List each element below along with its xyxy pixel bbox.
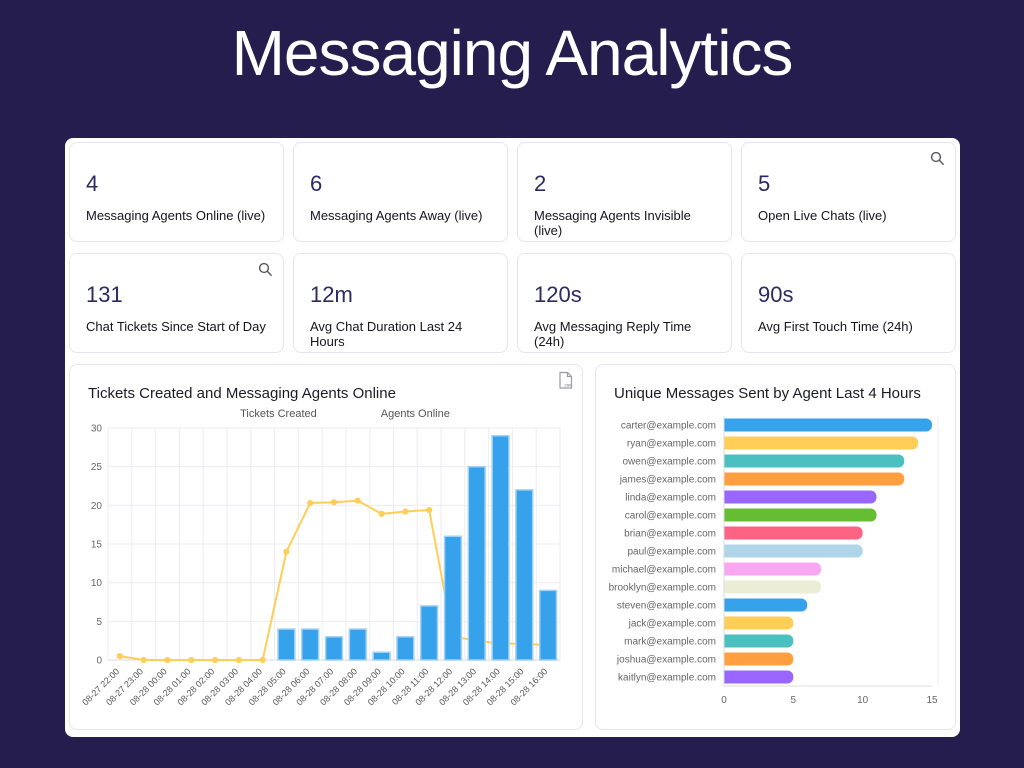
tickets-agents-chart-panel: csv Tickets Created and Messaging Agents… [69,364,583,730]
svg-text:kaitlyn@example.com: kaitlyn@example.com [618,673,716,684]
svg-text:jack@example.com: jack@example.com [628,619,716,630]
stat-card[interactable]: 90s Avg First Touch Time (24h) [741,253,956,353]
stat-label: Chat Tickets Since Start of Day [86,319,266,334]
tickets-created-bars [277,434,558,661]
charts-row: csv Tickets Created and Messaging Agents… [69,364,956,730]
stat-value: 2 [534,171,547,196]
svg-text:james@example.com: james@example.com [619,475,716,486]
stat-value: 4 [86,171,99,196]
svg-text:brian@example.com: brian@example.com [624,529,716,540]
stat-label: Messaging Agents Away (live) [310,208,483,223]
stat-label: Open Live Chats (live) [758,208,887,223]
svg-text:linda@example.com: linda@example.com [625,493,716,504]
svg-text:owen@example.com: owen@example.com [622,457,716,468]
svg-text:15: 15 [926,695,938,706]
search-icon[interactable] [930,151,945,171]
stat-card[interactable]: 6 Messaging Agents Away (live) [293,142,508,242]
svg-text:5: 5 [791,695,797,706]
chart-title: Tickets Created and Messaging Agents Onl… [88,385,396,402]
stat-value: 120s [534,282,582,307]
x-axis-labels: 0 5 10 15 [721,695,938,706]
chart-legend: Tickets Created Agents Online [80,408,572,420]
download-csv-icon[interactable]: csv [557,371,574,395]
svg-text:paul@example.com: paul@example.com [627,547,716,558]
svg-text:10: 10 [91,578,103,589]
stat-label: Avg Chat Duration Last 24 Hours [310,319,463,349]
agent-bars-canvas[interactable]: carter@example.com ryan@example.com owen@e… [606,414,940,726]
svg-text:mark@example.com: mark@example.com [624,637,716,648]
svg-text:steven@example.com: steven@example.com [617,601,716,612]
agent-bars [724,418,932,684]
stat-card[interactable]: 12m Avg Chat Duration Last 24 Hours [293,253,508,353]
svg-text:5: 5 [96,617,102,628]
svg-text:30: 30 [91,424,103,435]
stat-card[interactable]: 4 Messaging Agents Online (live) [69,142,284,242]
svg-text:0: 0 [721,695,727,706]
svg-text:25: 25 [91,462,103,473]
page-title: Messaging Analytics [231,17,794,89]
svg-text:joshua@example.com: joshua@example.com [616,655,716,666]
stat-card[interactable]: 2 Messaging Agents Invisible (live) [517,142,732,242]
chart-title: Unique Messages Sent by Agent Last 4 Hou… [614,385,921,402]
svg-text:michael@example.com: michael@example.com [612,565,716,576]
agent-labels: carter@example.com ryan@example.com owen@e… [609,421,716,684]
stat-value: 12m [310,282,353,307]
svg-text:15: 15 [91,540,103,551]
svg-text:0: 0 [96,656,102,667]
agent-messages-chart-panel: Unique Messages Sent by Agent Last 4 Hou… [595,364,956,730]
svg-text:csv: csv [565,383,573,388]
svg-text:ryan@example.com: ryan@example.com [627,439,716,450]
svg-text:carol@example.com: carol@example.com [625,511,716,522]
stat-label: Avg Messaging Reply Time (24h) [534,319,692,349]
legend-label: Tickets Created [240,408,317,420]
svg-text:brooklyn@example.com: brooklyn@example.com [609,583,716,594]
stat-card[interactable]: 5 Open Live Chats (live) [741,142,956,242]
svg-text:20: 20 [91,501,103,512]
stat-label: Messaging Agents Online (live) [86,208,266,223]
stat-cards-row-2: 131 Chat Tickets Since Start of Day 12m Avg… [69,253,956,353]
stat-card[interactable]: 120s Avg Messaging Reply Time (24h) [517,253,732,353]
svg-text:carter@example.com: carter@example.com [621,421,716,432]
stat-card[interactable]: 131 Chat Tickets Since Start of Day [69,253,284,353]
search-icon[interactable] [258,262,273,282]
legend-swatch-tickets [202,408,232,420]
stat-value: 131 [86,282,123,307]
stat-label: Messaging Agents Invisible (live) [534,208,691,238]
dashboard-panel: 4 Messaging Agents Online (live) 6 Messagin… [65,138,960,737]
legend-label: Agents Online [380,408,450,420]
legend-item-tickets-created[interactable]: Tickets Created [202,408,317,420]
svg-text:10: 10 [857,695,869,706]
legend-item-agents-online[interactable]: Agents Online [343,408,450,420]
stat-value: 5 [758,171,771,196]
stat-cards-row-1: 4 Messaging Agents Online (live) 6 Messagin… [69,142,956,242]
stat-value: 90s [758,282,794,307]
legend-swatch-agents [343,408,373,420]
stat-value: 6 [310,171,323,196]
grid: 0 5 10 15 20 25 30 [91,424,561,667]
stat-label: Avg First Touch Time (24h) [758,319,913,334]
axes [723,416,939,687]
